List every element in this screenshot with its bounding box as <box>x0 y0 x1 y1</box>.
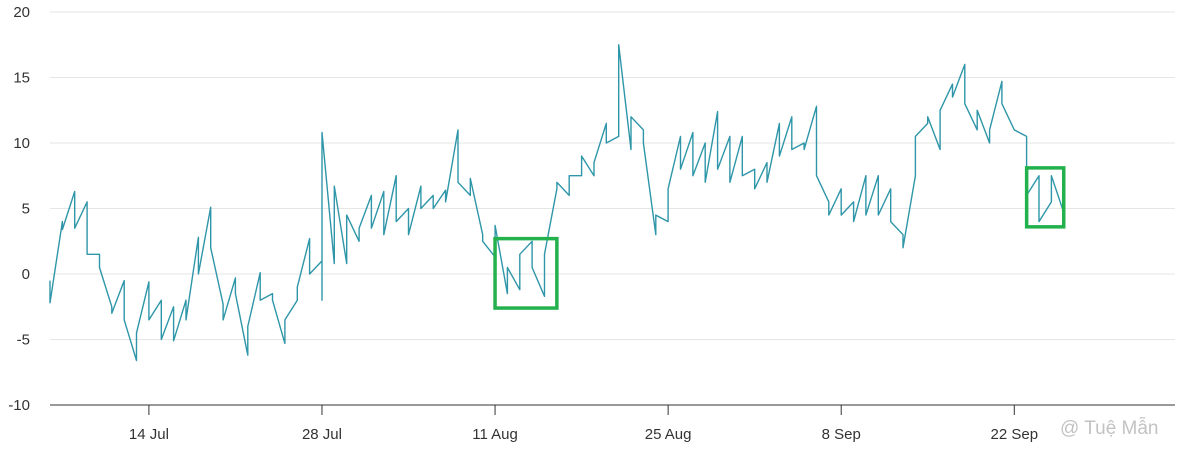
x-tick-label: 14 Jul <box>129 426 169 443</box>
x-axis-ticks: 14 Jul 28 Jul 11 Aug 25 Aug 8 Sep 22 Sep <box>129 405 1038 443</box>
highlight-box <box>1024 166 1066 229</box>
x-tick-label: 22 Sep <box>991 426 1039 443</box>
y-tick-label: -10 <box>8 397 30 414</box>
y-tick-label: 5 <box>22 201 30 218</box>
x-tick-label: 25 Aug <box>645 426 692 443</box>
x-tick-label: 28 Jul <box>302 426 342 443</box>
y-axis-labels: 20 15 10 5 0 -5 -10 <box>8 4 30 414</box>
y-tick-label: -5 <box>17 332 30 349</box>
y-tick-label: 15 <box>13 70 30 87</box>
x-tick-label: 8 Sep <box>822 426 861 443</box>
y-tick-label: 0 <box>22 266 30 283</box>
annotations <box>493 166 1066 310</box>
x-tick-label: 11 Aug <box>472 426 518 443</box>
gridlines <box>50 11 1175 340</box>
y-tick-label: 20 <box>13 4 30 21</box>
y-tick-label: 10 <box>13 135 30 152</box>
highlight-box <box>493 236 559 310</box>
series-layer <box>49 44 1065 362</box>
series-line <box>49 44 1065 362</box>
watermark-text: @ Tuệ Mẫn <box>1060 418 1159 439</box>
